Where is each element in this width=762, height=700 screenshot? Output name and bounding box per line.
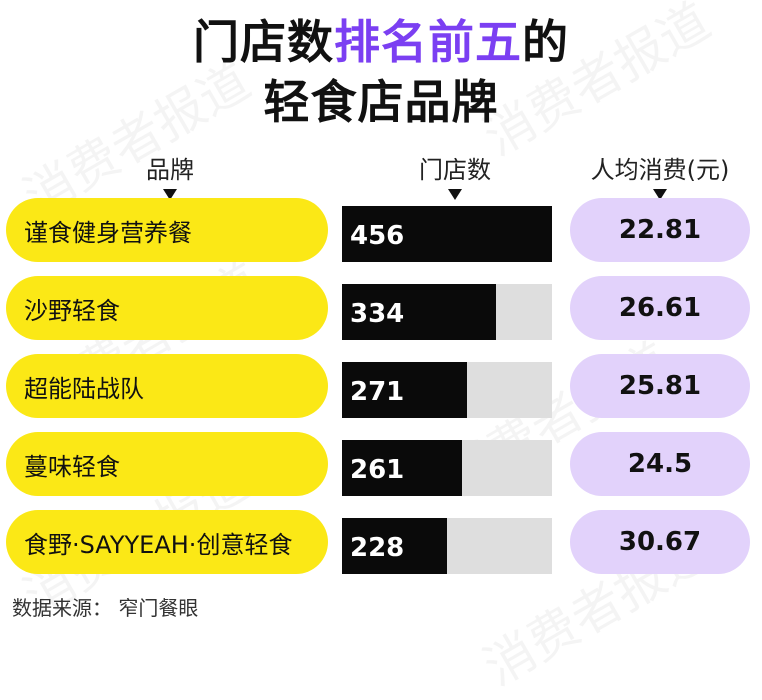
chart-title-line1: 门店数排名前五的 <box>0 6 762 72</box>
bar-track: 334 <box>342 284 552 340</box>
bar <box>342 440 463 496</box>
price-value-label: 30.67 <box>570 510 750 574</box>
price-value-label: 25.81 <box>570 354 750 418</box>
chart-title-line2: 轻食店品牌 <box>263 75 499 129</box>
bar <box>342 362 467 418</box>
down-arrow-icon <box>653 189 667 200</box>
down-arrow-icon <box>163 189 177 200</box>
column-header-brand: 品牌 <box>120 150 220 200</box>
bar-value-label: 456 <box>350 221 405 251</box>
column-header-stores: 门店数 <box>395 150 515 200</box>
price-value-label: 22.81 <box>570 198 750 262</box>
brand-label: 超能陆战队 <box>6 354 328 418</box>
brand-label: 食野·SAYYEAH·创意轻食 <box>6 510 328 574</box>
bar <box>342 284 496 340</box>
bar-value-label: 334 <box>350 299 405 329</box>
column-header-brand-label: 品牌 <box>146 156 194 184</box>
column-header-price: 人均消费(元) <box>575 150 745 200</box>
bar <box>342 518 447 574</box>
brand-label: 蔓味轻食 <box>6 432 328 496</box>
title-highlight: 排名前五 <box>334 15 522 69</box>
price-value-label: 26.61 <box>570 276 750 340</box>
data-source: 数据来源： 窄门餐眼 <box>12 596 199 620</box>
bar-value-label: 271 <box>350 377 405 407</box>
bar-value-label: 228 <box>350 533 405 563</box>
column-header-price-label: 人均消费(元) <box>590 156 730 184</box>
brand-label: 谨食健身营养餐 <box>6 198 328 262</box>
brand-label: 沙野轻食 <box>6 276 328 340</box>
bar-track: 228 <box>342 518 552 574</box>
bar-track: 271 <box>342 362 552 418</box>
column-header-stores-label: 门店数 <box>419 156 491 184</box>
bar <box>342 206 552 262</box>
bar-track: 261 <box>342 440 552 496</box>
title-part1: 门店数 <box>193 15 334 69</box>
bar-value-label: 261 <box>350 455 405 485</box>
title-part2: 的 <box>522 15 569 69</box>
bar-track: 456 <box>342 206 552 262</box>
down-arrow-icon <box>448 189 462 200</box>
price-value-label: 24.5 <box>570 432 750 496</box>
